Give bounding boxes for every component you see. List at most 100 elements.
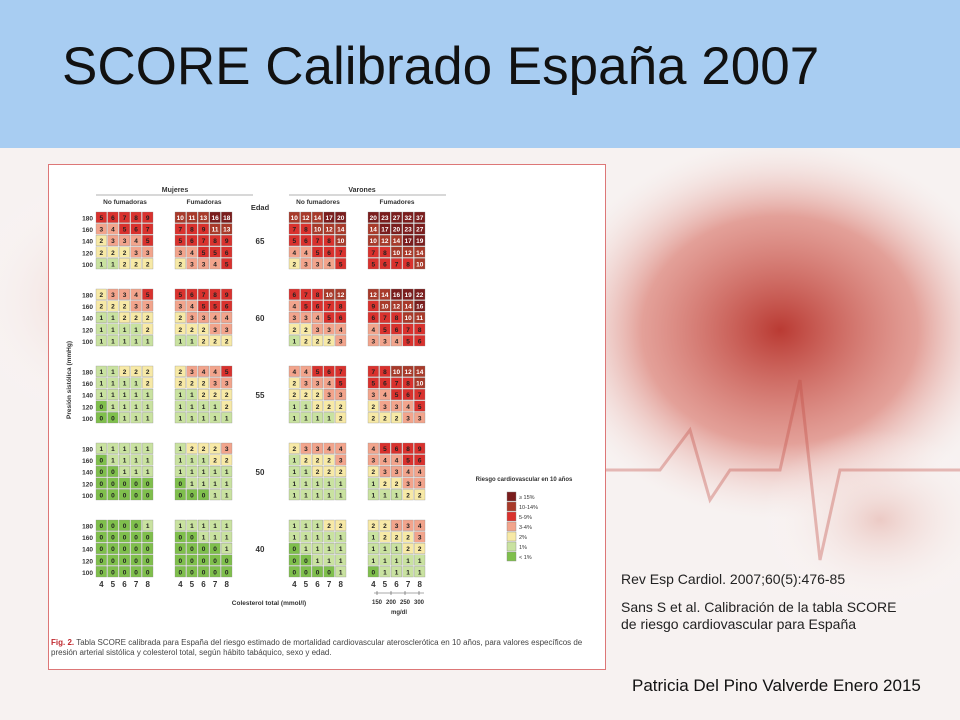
risk-value: 5 [178, 238, 182, 245]
risk-value: 1 [213, 469, 217, 476]
risk-value: 1 [178, 523, 182, 530]
risk-cell [391, 377, 402, 389]
risk-cell [300, 211, 312, 223]
risk-value: 0 [327, 569, 331, 576]
risk-cell [221, 300, 233, 312]
risk-value: 2 [111, 250, 115, 257]
risk-value: 8 [213, 238, 217, 245]
risk-value: 3 [316, 446, 320, 453]
risk-cell [323, 377, 335, 389]
age-label: 40 [256, 545, 265, 554]
risk-value: 1 [111, 261, 115, 268]
legend-swatch [506, 511, 517, 522]
risk-value: 12 [404, 250, 412, 257]
chol-tick: 5 [383, 580, 388, 589]
risk-value: 3 [123, 292, 127, 299]
risk-cell [323, 211, 335, 223]
caption-label: Fig. 2. [51, 638, 75, 647]
risk-cell [209, 543, 221, 554]
risk-cell [402, 211, 414, 223]
risk-cell [209, 454, 221, 466]
risk-value: 5 [316, 369, 320, 376]
risk-value: 1 [99, 315, 103, 322]
risk-cell [391, 312, 402, 323]
risk-cell [130, 335, 142, 347]
risk-cell [288, 543, 300, 554]
risk-value: 0 [190, 535, 194, 542]
chol-tick: 5 [111, 580, 116, 589]
risk-value: 11 [188, 215, 195, 222]
risk-cell [300, 489, 312, 501]
risk-value: 3 [395, 523, 399, 530]
risk-cell [198, 400, 209, 412]
risk-cell [142, 312, 154, 323]
legend-swatch [506, 491, 517, 502]
risk-cell [312, 312, 323, 323]
risk-cell [335, 258, 347, 270]
risk-cell [300, 412, 312, 424]
risk-value: 0 [111, 481, 115, 488]
risk-value: 3 [383, 338, 387, 345]
risk-cell [198, 365, 209, 377]
risk-cell [312, 235, 323, 246]
risk-value: 1 [316, 523, 320, 530]
risk-cell [142, 365, 154, 377]
risk-cell [391, 466, 402, 477]
risk-cell [95, 442, 107, 454]
risk-value: 2 [418, 492, 422, 499]
risk-value: 1 [213, 404, 217, 411]
risk-value: 4 [111, 227, 115, 234]
risk-cell [312, 489, 323, 501]
chol-tick: 8 [417, 580, 422, 589]
risk-cell [335, 531, 347, 543]
risk-cell [379, 454, 391, 466]
risk-cell [391, 300, 402, 312]
risk-cell [95, 454, 107, 466]
risk-value: 9 [146, 215, 150, 222]
risk-value: 2 [316, 338, 320, 345]
risk-cell [174, 323, 186, 335]
risk-value: 2 [123, 304, 127, 311]
risk-value: 1 [111, 404, 115, 411]
risk-cell [288, 519, 300, 531]
risk-cell [288, 235, 300, 246]
risk-value: 1 [304, 546, 308, 553]
risk-cell [300, 300, 312, 312]
risk-cell [367, 312, 379, 323]
risk-value: 1 [339, 481, 343, 488]
risk-cell [186, 400, 198, 412]
risk-value: 7 [395, 381, 399, 388]
risk-value: 1 [123, 404, 127, 411]
risk-cell [367, 300, 379, 312]
risk-cell [300, 566, 312, 578]
risk-value: 5 [225, 261, 229, 268]
risk-value: 0 [99, 469, 103, 476]
risk-cell [312, 400, 323, 412]
risk-cell [288, 400, 300, 412]
legend-swatch [506, 531, 517, 542]
risk-cell [130, 454, 142, 466]
risk-value: 37 [416, 215, 424, 222]
risk-cell [300, 288, 312, 300]
risk-value: 6 [304, 238, 308, 245]
risk-cell [174, 489, 186, 501]
score-chart: Mujeres Varones No fumadoras Fumadoras No fu… [66, 187, 573, 616]
risk-value: 1 [202, 535, 206, 542]
bp-label: 140 [82, 239, 93, 246]
risk-cell [300, 223, 312, 235]
risk-cell [130, 288, 142, 300]
risk-cell [402, 531, 414, 543]
risk-value: 2 [316, 458, 320, 465]
risk-cell [414, 566, 426, 578]
risk-value: 3 [304, 315, 308, 322]
risk-value: 2 [146, 369, 150, 376]
risk-cell [221, 223, 233, 235]
risk-cell [142, 477, 154, 489]
risk-value: 1 [178, 338, 182, 345]
risk-cell [300, 377, 312, 389]
risk-value: 2 [292, 261, 296, 268]
risk-cell [107, 258, 119, 270]
risk-value: 0 [202, 546, 206, 553]
risk-value: 1 [190, 523, 194, 530]
risk-value: 3 [418, 535, 422, 542]
